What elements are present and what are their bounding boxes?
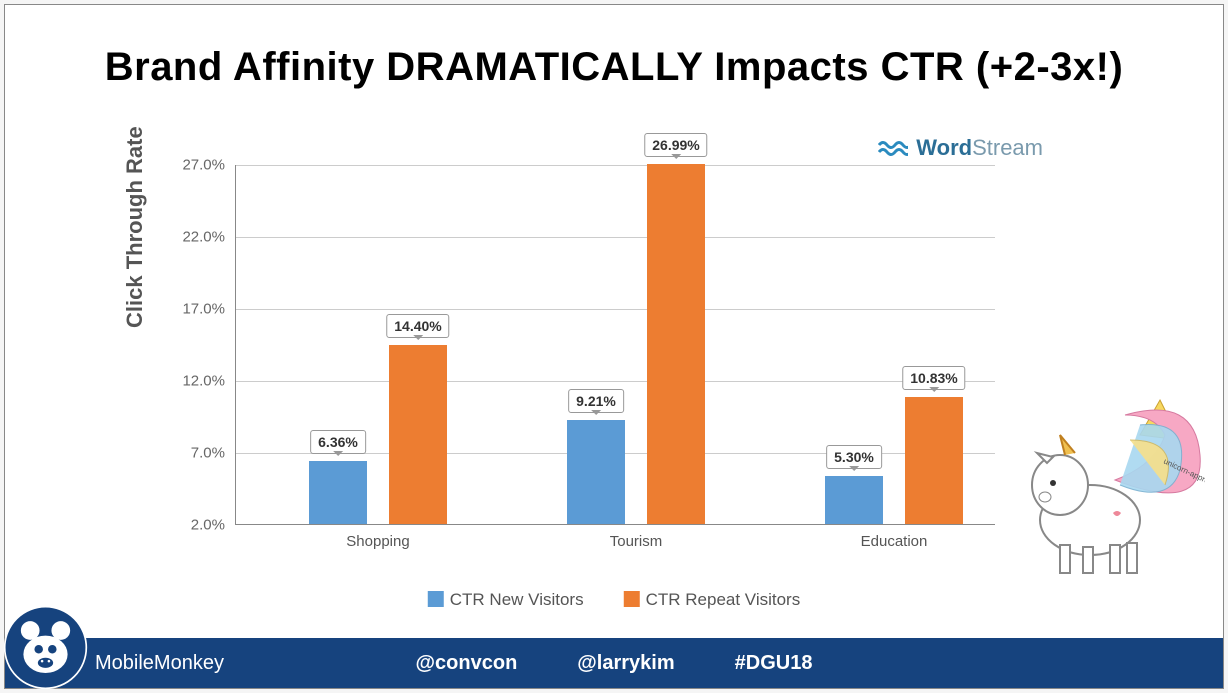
legend-swatch: [624, 591, 640, 607]
mobilemonkey-logo: [3, 605, 88, 690]
footer-bar: MobileMonkey @convcon @larrykim #DGU18: [5, 638, 1223, 688]
wordstream-stream: Stream: [972, 135, 1043, 160]
bar: [647, 164, 705, 524]
wave-icon: [878, 139, 908, 157]
bar: [905, 397, 963, 524]
footer-brand: MobileMonkey: [95, 652, 224, 675]
value-callout: 14.40%: [386, 314, 449, 338]
legend-item: CTR Repeat Visitors: [624, 590, 801, 610]
y-tick-label: 17.0%: [165, 301, 225, 318]
footer-handle: @larrykim: [577, 652, 674, 675]
value-callout: 6.36%: [310, 430, 366, 454]
legend-swatch: [428, 591, 444, 607]
legend: CTR New Visitors CTR Repeat Visitors: [428, 590, 800, 610]
wordstream-word: Word: [916, 135, 972, 160]
footer-handles: @convcon @larrykim #DGU18: [416, 652, 813, 675]
bar: [567, 420, 625, 524]
wordstream-logo: WordStream: [878, 135, 1043, 161]
value-callout: 5.30%: [826, 445, 882, 469]
x-category-label: Shopping: [346, 533, 409, 550]
y-tick-label: 2.0%: [165, 517, 225, 534]
bar: [825, 476, 883, 524]
slide-title: Brand Affinity DRAMATICALLY Impacts CTR …: [5, 45, 1223, 90]
y-tick-label: 12.0%: [165, 373, 225, 390]
chart-area: 6.36%14.40%Shopping9.21%26.99%Tourism5.3…: [175, 165, 995, 565]
value-callout: 9.21%: [568, 389, 624, 413]
footer-handle: @convcon: [416, 652, 518, 675]
y-axis-label: Click Through Rate: [122, 126, 148, 328]
y-tick-label: 27.0%: [165, 157, 225, 174]
gridline: [236, 165, 995, 166]
slide: Brand Affinity DRAMATICALLY Impacts CTR …: [4, 4, 1224, 689]
x-category-label: Tourism: [610, 533, 663, 550]
legend-label: CTR New Visitors: [450, 590, 584, 609]
bar: [309, 461, 367, 524]
bar: [389, 345, 447, 524]
legend-item: CTR New Visitors: [428, 590, 584, 610]
gridline: [236, 381, 995, 382]
gridline: [236, 309, 995, 310]
value-callout: 26.99%: [644, 133, 707, 157]
y-tick-label: 22.0%: [165, 229, 225, 246]
y-tick-label: 7.0%: [165, 445, 225, 462]
value-callout: 10.83%: [902, 366, 965, 390]
gridline: [236, 237, 995, 238]
legend-label: CTR Repeat Visitors: [646, 590, 801, 609]
footer-handle: #DGU18: [735, 652, 813, 675]
unicorn-illustration: unicorn-approved!: [1005, 385, 1205, 585]
plot-area: 6.36%14.40%Shopping9.21%26.99%Tourism5.3…: [235, 165, 995, 525]
x-category-label: Education: [861, 533, 928, 550]
